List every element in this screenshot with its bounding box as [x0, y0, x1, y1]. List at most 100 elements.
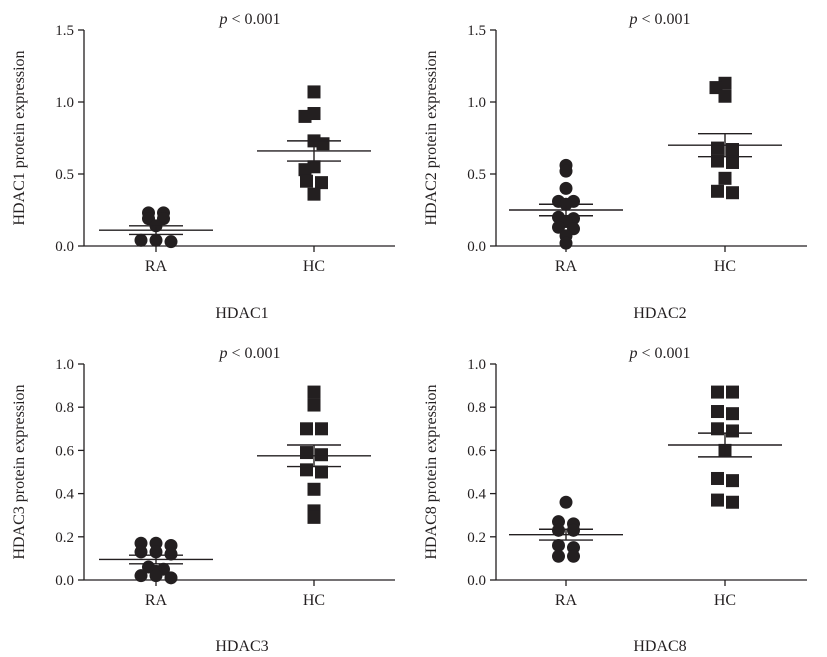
group-hc: [668, 385, 782, 509]
y-tick-label: 0.4: [467, 487, 486, 503]
p-symbol: p: [218, 345, 227, 362]
panel-caption: HDAC3: [215, 638, 268, 655]
data-point: [300, 463, 313, 477]
data-point: [307, 398, 321, 412]
panel-hdac8: 0.0 0.2 0.4 0.6 0.8 1.0 RA HC HDAC8 protein expr…: [423, 345, 807, 655]
data-point: [307, 482, 321, 496]
data-point: [300, 174, 313, 188]
x-tick-label: RA: [555, 258, 578, 275]
group-ra: [99, 206, 213, 249]
p-value-annotation: p < 0.001: [218, 11, 280, 28]
y-tick-label: 0.0: [467, 573, 486, 589]
y-axis-label: HDAC8 protein expression: [423, 384, 440, 559]
data-point: [567, 549, 580, 563]
data-point: [552, 220, 565, 234]
data-point: [559, 236, 573, 250]
y-tick-label: 0.5: [467, 167, 486, 183]
data-point: [552, 549, 565, 563]
data-point: [315, 465, 328, 479]
data-point: [149, 569, 163, 583]
data-point: [307, 187, 321, 201]
data-point: [726, 385, 739, 399]
group-ra: [509, 158, 623, 250]
data-point: [726, 495, 739, 509]
data-point: [711, 493, 724, 507]
data-point: [315, 176, 328, 190]
y-tick-label: 1.5: [467, 23, 486, 39]
x-tick-label: RA: [145, 592, 168, 609]
p-symbol: p: [628, 345, 637, 362]
group-ra: [509, 495, 623, 563]
x-tick-label: HC: [303, 258, 325, 275]
data-point: [726, 186, 739, 200]
y-tick-label: 1.0: [467, 95, 486, 111]
p-value-annotation: p < 0.001: [628, 345, 690, 362]
x-tick-label: HC: [714, 592, 736, 609]
group-ra: [99, 536, 213, 585]
data-point: [567, 523, 580, 537]
y-tick-label: 0.0: [467, 239, 486, 255]
data-point: [315, 448, 328, 462]
y-tick-label: 0.4: [55, 487, 74, 503]
data-point: [307, 385, 321, 399]
data-point: [559, 181, 573, 195]
y-tick-label: 1.0: [467, 357, 486, 373]
data-point: [300, 446, 313, 460]
data-point: [134, 569, 148, 583]
data-point: [164, 571, 178, 585]
data-point: [149, 233, 163, 247]
p-symbol: p: [628, 11, 637, 28]
group-hc: [668, 76, 782, 200]
group-hc: [257, 385, 371, 524]
panel-hdac1: 0.0 0.5 1.0 1.5 RA HC HDAC1 protein expression…: [11, 11, 395, 322]
panel-caption: HDAC8: [633, 638, 686, 655]
data-point: [316, 137, 330, 151]
data-point: [307, 85, 321, 99]
data-point: [711, 184, 724, 198]
x-tick-label: HC: [303, 592, 325, 609]
y-tick-label: 1.0: [55, 95, 74, 111]
data-point: [307, 510, 321, 524]
data-point: [559, 164, 573, 178]
panel-caption: HDAC1: [215, 305, 268, 322]
p-value-annotation: p < 0.001: [218, 345, 280, 362]
group-hc: [257, 85, 371, 201]
p-value-text: < 0.001: [637, 345, 690, 362]
p-value-text: < 0.001: [637, 11, 690, 28]
y-axis-label: HDAC3 protein expression: [11, 384, 28, 559]
data-point: [552, 538, 565, 552]
y-tick-label: 0.8: [467, 400, 486, 416]
data-point: [298, 163, 312, 177]
data-point: [718, 171, 732, 185]
y-tick-label: 0.5: [55, 167, 74, 183]
data-point: [298, 109, 312, 123]
x-tick-label: RA: [555, 592, 578, 609]
data-point: [300, 422, 313, 436]
data-point: [718, 89, 732, 103]
p-value-annotation: p < 0.001: [628, 11, 690, 28]
p-value-text: < 0.001: [227, 345, 280, 362]
p-value-text: < 0.001: [227, 11, 280, 28]
data-point: [726, 155, 739, 169]
y-axis-label: HDAC1 protein expression: [11, 50, 28, 225]
data-point: [726, 407, 739, 421]
panel-caption: HDAC2: [633, 305, 686, 322]
y-tick-label: 0.6: [55, 443, 74, 459]
data-point: [711, 385, 724, 399]
data-point: [559, 495, 573, 509]
data-point: [726, 424, 739, 438]
data-point: [711, 141, 724, 155]
data-point: [726, 474, 739, 488]
x-tick-label: RA: [145, 258, 168, 275]
data-point: [164, 235, 178, 249]
data-point: [315, 422, 328, 436]
y-tick-label: 0.0: [55, 239, 74, 255]
x-tick-label: HC: [714, 258, 736, 275]
y-tick-label: 0.0: [55, 573, 74, 589]
panel-hdac2: 0.0 0.5 1.0 1.5 RA HC HDAC2 protein expression…: [423, 11, 807, 322]
y-tick-label: 0.2: [55, 530, 74, 546]
y-tick-label: 0.2: [467, 530, 486, 546]
y-tick-label: 1.5: [55, 23, 74, 39]
data-point: [711, 422, 724, 436]
